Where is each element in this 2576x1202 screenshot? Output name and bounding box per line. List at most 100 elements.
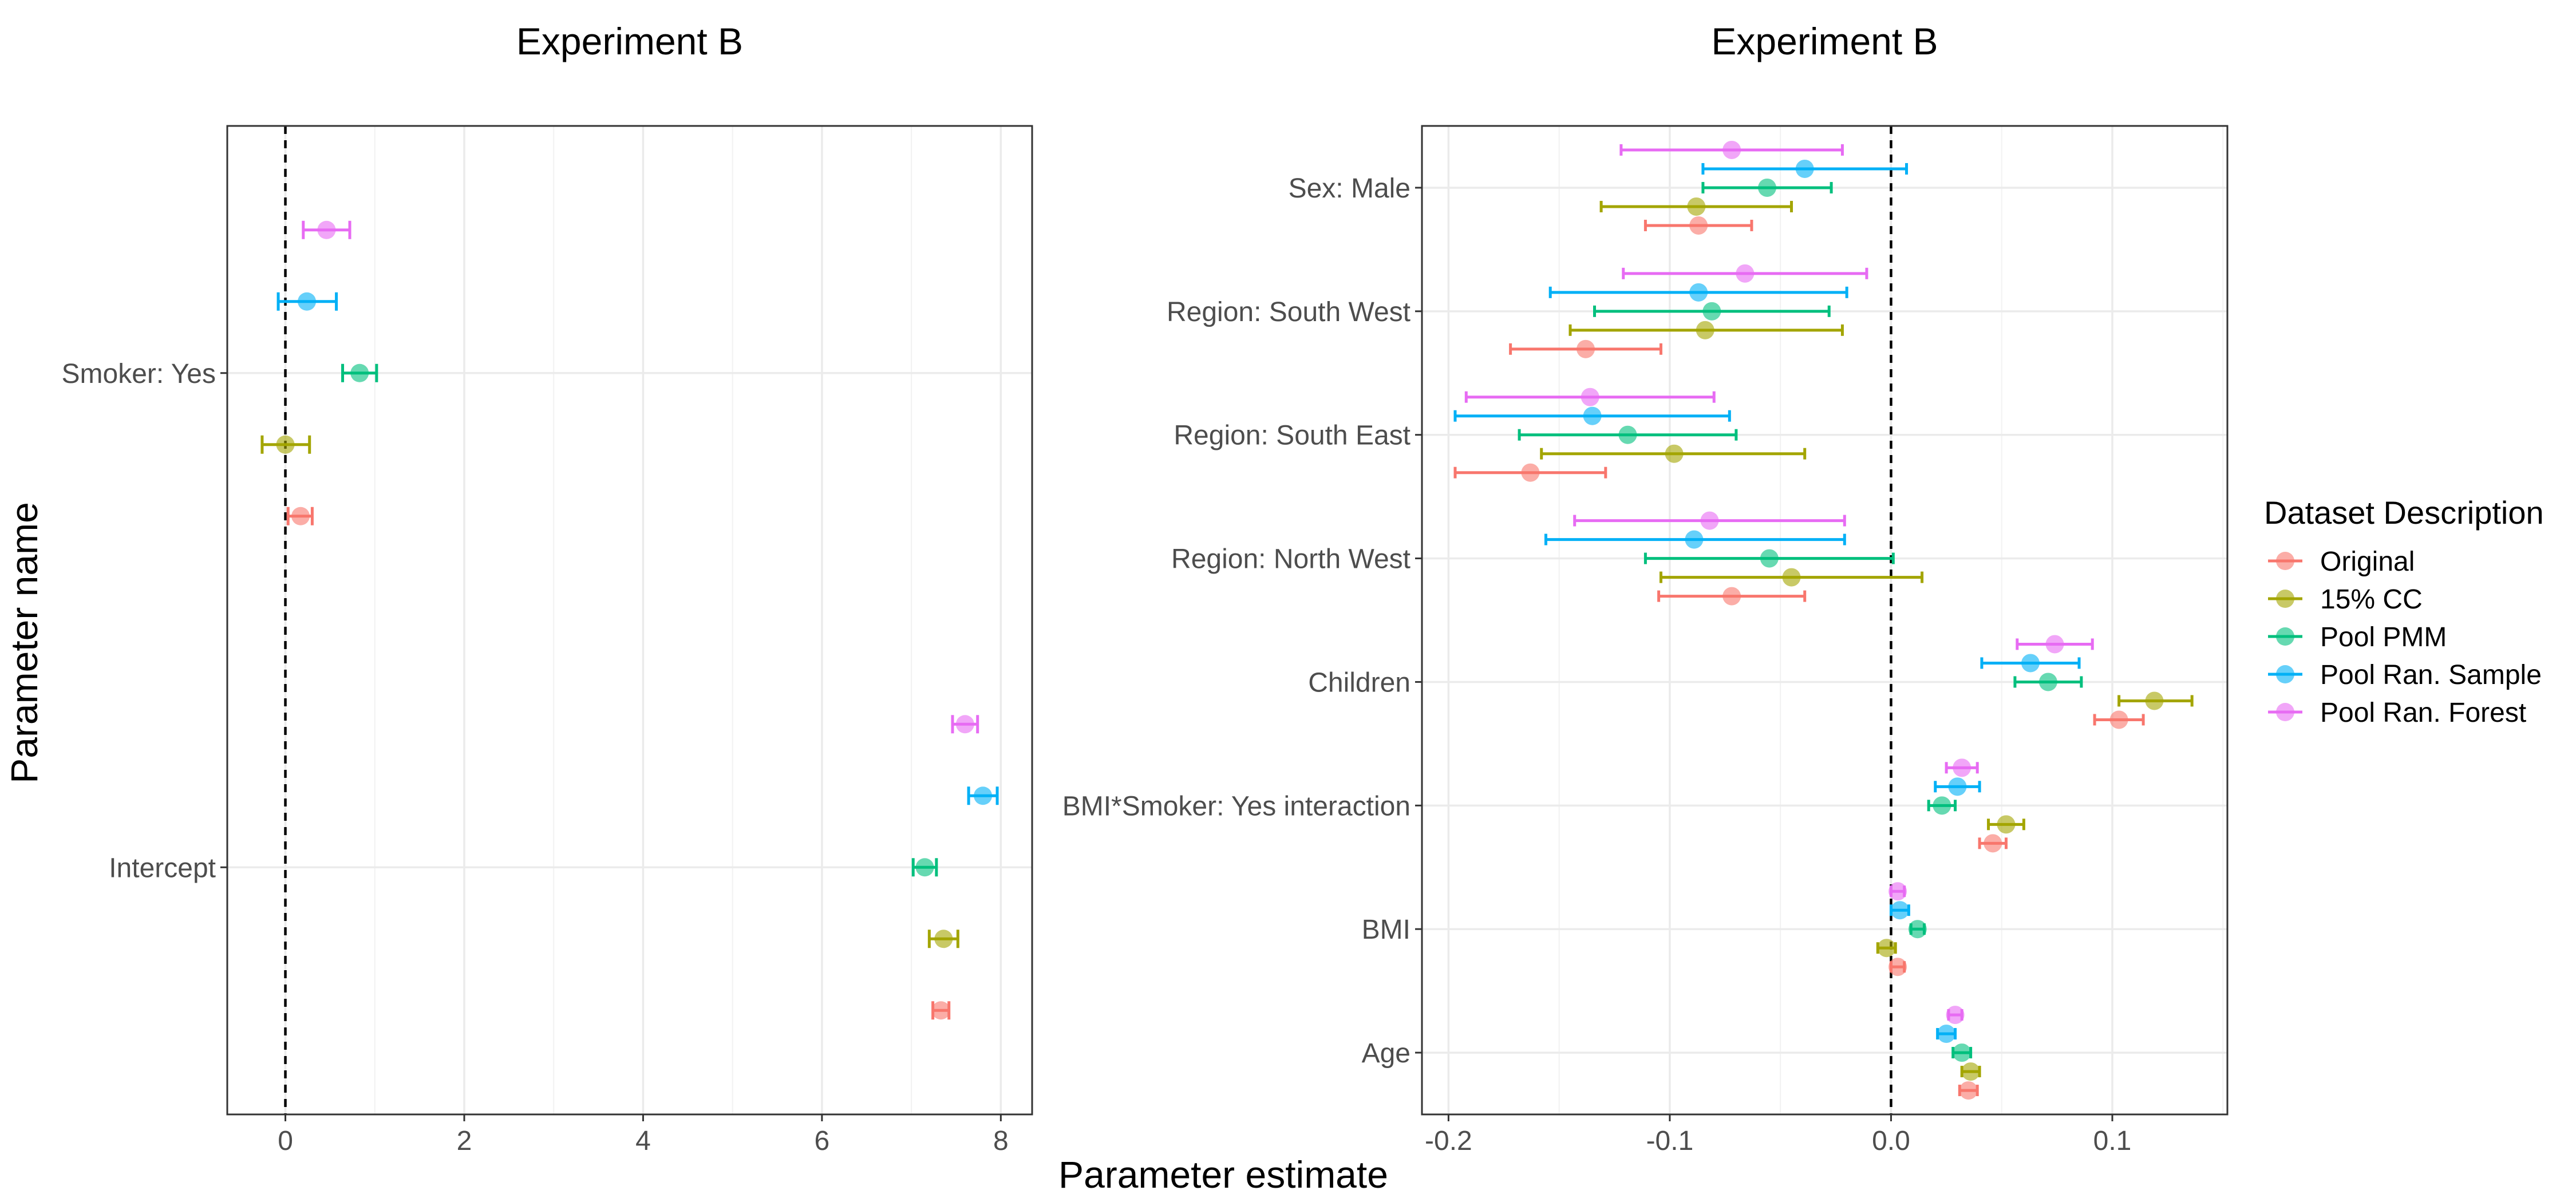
- estimate-point: [1665, 444, 1684, 463]
- series-original: [286, 507, 951, 1020]
- x-tick-label: 8: [993, 1126, 1009, 1156]
- estimate-point: [1521, 463, 1540, 482]
- legend-key-point: [2276, 590, 2294, 608]
- x-axis-title: Parameter estimate: [1058, 1153, 1388, 1196]
- legend-item: Pool Ran. Forest: [2268, 698, 2526, 728]
- x-tick-label: 0.1: [2093, 1126, 2132, 1156]
- y-category-label: Smoker: Yes: [62, 359, 216, 389]
- y-category-label: Children: [1308, 667, 1411, 698]
- estimate-point: [1888, 958, 1907, 976]
- estimate-point: [2045, 635, 2064, 654]
- legend-title: Dataset Description: [2264, 495, 2544, 531]
- legend-key-point: [2276, 703, 2294, 721]
- estimate-point: [1997, 815, 2016, 834]
- legend-label: Pool Ran. Forest: [2320, 698, 2526, 728]
- legend-item: Pool Ran. Sample: [2268, 660, 2542, 690]
- estimate-point: [1937, 1025, 1956, 1043]
- series-15-cc: [1540, 197, 2194, 1081]
- estimate-point: [1795, 159, 1814, 178]
- series-pool-ran-sample: [276, 292, 999, 805]
- y-category-label: Age: [1362, 1038, 1411, 1069]
- estimate-point: [317, 220, 336, 239]
- estimate-point: [955, 715, 974, 734]
- estimate-point: [1877, 939, 1896, 958]
- estimate-point: [2021, 654, 2040, 673]
- y-category-label: Sex: Male: [1289, 173, 1411, 204]
- x-tick-label: 0.0: [1872, 1126, 1910, 1156]
- series-pool-pmm: [1518, 178, 2083, 1062]
- estimate-point: [1736, 264, 1755, 283]
- y-category-label: BMI: [1362, 915, 1411, 945]
- panel-covariates: -0.2 -0.1 0.0 0.1 Sex: Male Region: South Wes…: [1062, 20, 2229, 1156]
- series-15-cc: [260, 435, 959, 948]
- estimate-point: [1888, 882, 1907, 901]
- series-pool-ran-forest: [302, 220, 979, 734]
- estimate-point: [298, 292, 317, 311]
- estimate-point: [1696, 321, 1714, 339]
- plot-background: [227, 126, 1032, 1114]
- legend-key-point: [2276, 665, 2294, 683]
- estimate-point: [1946, 1006, 1965, 1025]
- legend-label: Pool Ran. Sample: [2320, 660, 2542, 690]
- estimate-point: [1618, 425, 1637, 444]
- plot-border: [226, 125, 1033, 1116]
- series-original: [1453, 216, 2145, 1100]
- panel-title: Experiment B: [1711, 20, 1938, 62]
- estimate-point: [1689, 216, 1708, 235]
- y-category-label: Intercept: [109, 853, 216, 883]
- series-pool-ran-forest: [1464, 140, 2094, 1025]
- x-tick-label: 4: [635, 1126, 651, 1156]
- estimate-point: [2038, 673, 2057, 691]
- estimate-point: [350, 363, 369, 382]
- x-tick-label: 0: [278, 1126, 293, 1156]
- estimate-point: [1890, 901, 1909, 920]
- plot-background: [1422, 126, 2227, 1114]
- plot-border: [1421, 125, 2229, 1116]
- legend-key-point: [2276, 552, 2294, 570]
- panel-smoker-intercept: 0 2 4 6 8 Smoker: Yes Intercept Experiment B: [62, 20, 1033, 1156]
- estimate-point: [934, 930, 953, 948]
- series-pool-pmm: [341, 363, 938, 877]
- estimate-point: [1782, 568, 1801, 587]
- estimate-point: [1953, 1043, 1971, 1062]
- estimate-point: [1583, 406, 1602, 425]
- estimate-point: [974, 786, 993, 805]
- x-tick-label: 6: [815, 1126, 830, 1156]
- legend-label: Pool PMM: [2320, 622, 2447, 653]
- legend-item: Original: [2268, 547, 2415, 577]
- estimate-point: [1959, 1081, 1978, 1100]
- legend-key-point: [2276, 627, 2294, 646]
- estimate-point: [1953, 758, 1971, 777]
- estimate-point: [1685, 530, 1704, 549]
- estimate-point: [1758, 178, 1776, 197]
- series-pool-ran-sample: [1453, 159, 2081, 1043]
- estimate-point: [1760, 549, 1779, 568]
- estimate-point: [276, 435, 295, 454]
- legend-item: 15% CC: [2268, 584, 2423, 615]
- y-category-label: BMI*Smoker: Yes interaction: [1062, 791, 1411, 821]
- estimate-point: [2145, 691, 2164, 710]
- y-category-label: Region: South West: [1167, 297, 1411, 327]
- legend-label: 15% CC: [2320, 584, 2423, 615]
- estimate-point: [1702, 302, 1721, 321]
- legend: Dataset Description Original 15% CC Pool P…: [2264, 495, 2544, 728]
- y-axis-title: Parameter name: [3, 502, 45, 784]
- estimate-point: [1984, 834, 2002, 853]
- estimate-point: [931, 1001, 950, 1020]
- estimate-point: [291, 507, 310, 525]
- estimate-point: [1687, 197, 1706, 216]
- estimate-point: [1722, 587, 1741, 606]
- y-category-label: Region: North West: [1171, 544, 1411, 575]
- y-category-label: Region: South East: [1174, 421, 1411, 451]
- panel-title: Experiment B: [516, 20, 743, 62]
- estimate-point: [1948, 777, 1967, 796]
- estimate-point: [1908, 920, 1927, 939]
- estimate-point: [1689, 283, 1708, 302]
- estimate-point: [1722, 140, 1741, 159]
- estimate-point: [1581, 388, 1599, 406]
- x-tick-label: -0.2: [1425, 1126, 1472, 1156]
- estimate-point: [1577, 339, 1595, 358]
- x-tick-label: -0.1: [1646, 1126, 1694, 1156]
- estimate-point: [1961, 1062, 1980, 1081]
